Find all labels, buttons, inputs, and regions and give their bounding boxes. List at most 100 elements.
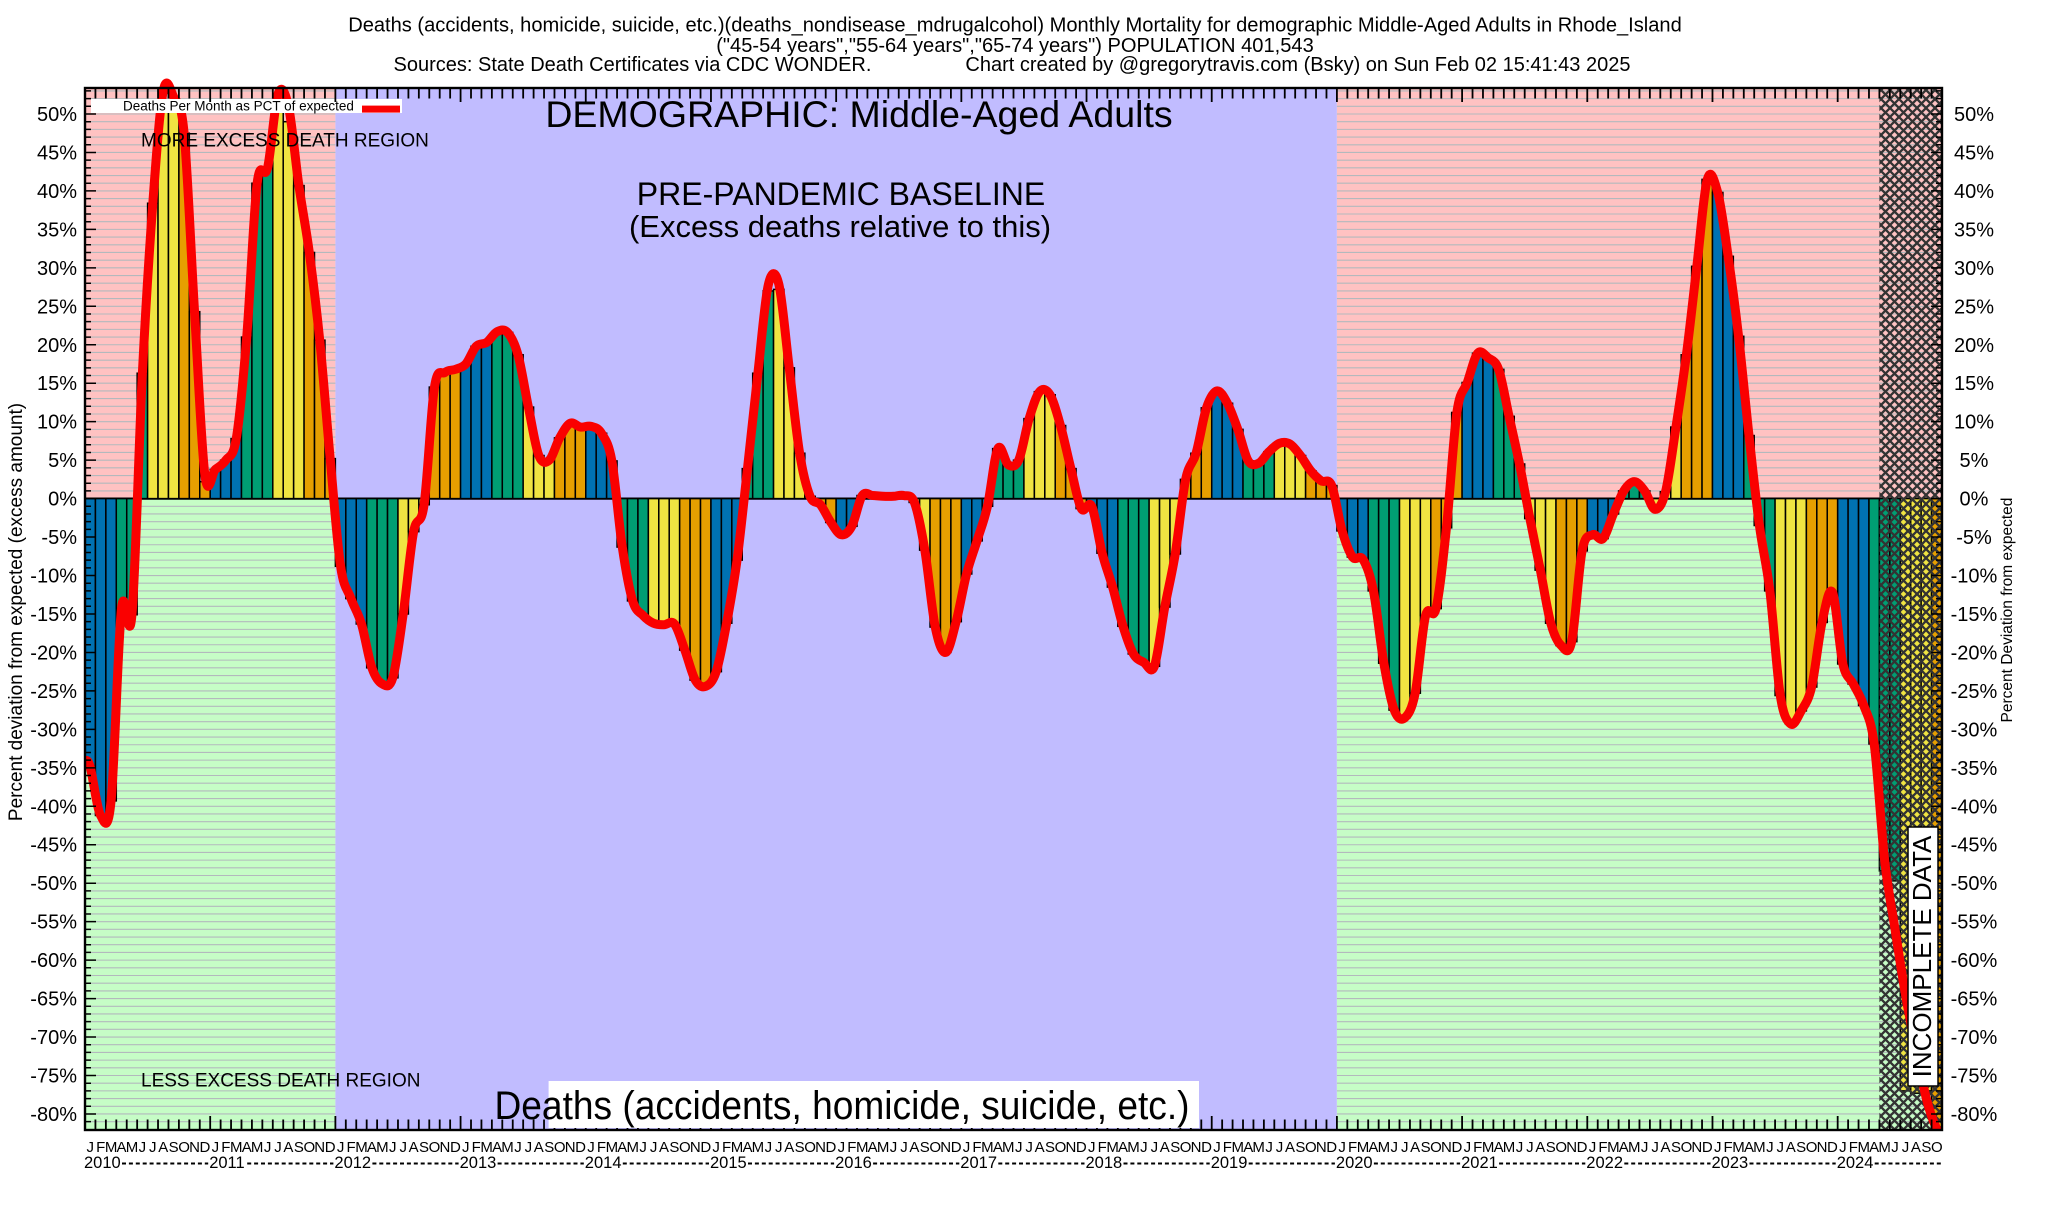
svg-text:-15%: -15%	[1951, 604, 1998, 626]
svg-text:S: S	[669, 1139, 679, 1156]
svg-text:M: M	[1002, 1139, 1015, 1156]
svg-text:J: J	[900, 1139, 908, 1156]
svg-text:J: J	[1777, 1139, 1785, 1156]
svg-text:M: M	[1753, 1139, 1766, 1156]
svg-text:50%: 50%	[37, 104, 77, 126]
svg-text:J: J	[838, 1139, 846, 1156]
svg-text:J: J	[1265, 1139, 1273, 1156]
svg-text:N: N	[815, 1139, 826, 1156]
svg-text:A: A	[617, 1139, 627, 1156]
svg-text:F: F	[1473, 1139, 1482, 1156]
svg-text:D: D	[826, 1139, 837, 1156]
svg-text:N: N	[1691, 1139, 1702, 1156]
svg-text:J: J	[1151, 1139, 1159, 1156]
svg-text:2017: 2017	[960, 1154, 997, 1172]
svg-text:J: J	[963, 1139, 971, 1156]
svg-text:A: A	[367, 1139, 377, 1156]
svg-text:N: N	[189, 1139, 200, 1156]
svg-text:A: A	[1494, 1139, 1504, 1156]
svg-text:40%: 40%	[1954, 181, 1994, 203]
svg-text:2013: 2013	[460, 1154, 497, 1172]
svg-text:S: S	[1170, 1139, 1180, 1156]
svg-text:S: S	[1921, 1139, 1931, 1156]
svg-text:MORE EXCESS DEATH REGION: MORE EXCESS DEATH REGION	[141, 131, 429, 152]
svg-text:D: D	[1076, 1139, 1087, 1156]
svg-text:A: A	[1160, 1139, 1170, 1156]
svg-text:O: O	[1806, 1139, 1818, 1156]
svg-text:M: M	[376, 1139, 389, 1156]
svg-text:S: S	[795, 1139, 805, 1156]
svg-text:40%: 40%	[37, 181, 77, 203]
svg-text:-75%: -75%	[30, 1066, 77, 1088]
svg-text:-30%: -30%	[30, 719, 77, 741]
svg-text:-25%: -25%	[30, 681, 77, 703]
svg-text:M: M	[981, 1139, 994, 1156]
svg-text:0%: 0%	[48, 489, 77, 511]
svg-text:2018: 2018	[1086, 1154, 1123, 1172]
svg-text:M: M	[1503, 1139, 1516, 1156]
svg-text:2023: 2023	[1712, 1154, 1749, 1172]
svg-text:J: J	[1140, 1139, 1148, 1156]
svg-text:-15%: -15%	[30, 604, 77, 626]
svg-text:2011: 2011	[209, 1154, 244, 1172]
svg-text:J: J	[1651, 1139, 1659, 1156]
svg-text:O: O	[178, 1139, 190, 1156]
svg-text:J: J	[1902, 1139, 1910, 1156]
svg-text:A: A	[868, 1139, 878, 1156]
svg-text:A: A	[1911, 1139, 1921, 1156]
svg-text:2022: 2022	[1586, 1154, 1623, 1172]
svg-text:J: J	[1589, 1139, 1597, 1156]
svg-text:S: S	[920, 1139, 930, 1156]
svg-text:A: A	[993, 1139, 1003, 1156]
svg-text:D: D	[200, 1139, 211, 1156]
svg-text:S: S	[1421, 1139, 1431, 1156]
svg-text:Percent deviation from expecte: Percent deviation from expected (excess …	[6, 403, 27, 821]
svg-text:A: A	[1744, 1139, 1754, 1156]
svg-text:J: J	[712, 1139, 720, 1156]
svg-text:F: F	[972, 1139, 981, 1156]
svg-text:F: F	[1348, 1139, 1357, 1156]
svg-text:Sources: State Death Certifica: Sources: State Death Certificates via CD…	[394, 54, 872, 76]
svg-text:A: A	[242, 1139, 252, 1156]
svg-text:S: S	[419, 1139, 429, 1156]
svg-text:J: J	[525, 1139, 533, 1156]
svg-text:J: J	[890, 1139, 898, 1156]
svg-text:O: O	[1681, 1139, 1693, 1156]
svg-text:-35%: -35%	[30, 758, 77, 780]
svg-text:A: A	[742, 1139, 752, 1156]
svg-text:M: M	[501, 1139, 514, 1156]
svg-text:-65%: -65%	[30, 989, 77, 1011]
svg-text:J: J	[639, 1139, 647, 1156]
svg-text:J: J	[1526, 1139, 1534, 1156]
svg-text:2014: 2014	[585, 1154, 622, 1172]
svg-text:-30%: -30%	[1951, 719, 1998, 741]
svg-text:O: O	[554, 1139, 566, 1156]
svg-text:-60%: -60%	[1951, 950, 1998, 972]
svg-text:D: D	[700, 1139, 711, 1156]
svg-text:-25%: -25%	[1951, 681, 1998, 703]
svg-text:-60%: -60%	[30, 950, 77, 972]
svg-text:J: J	[462, 1139, 470, 1156]
svg-text:J: J	[139, 1139, 147, 1156]
svg-text:O: O	[679, 1139, 691, 1156]
svg-text:LESS EXCESS DEATH REGION: LESS EXCESS DEATH REGION	[141, 1071, 420, 1092]
svg-text:-50%: -50%	[30, 873, 77, 895]
svg-text:J: J	[149, 1139, 157, 1156]
svg-text:M: M	[606, 1139, 619, 1156]
svg-text:DEMOGRAPHIC: Middle-Aged Adult: DEMOGRAPHIC: Middle-Aged Adults	[545, 93, 1172, 135]
svg-text:5%: 5%	[48, 450, 77, 472]
svg-text:N: N	[1441, 1139, 1452, 1156]
svg-text:25%: 25%	[37, 296, 77, 318]
svg-text:F: F	[1598, 1139, 1607, 1156]
svg-text:D: D	[1702, 1139, 1713, 1156]
svg-text:M: M	[1252, 1139, 1265, 1156]
svg-text:J: J	[765, 1139, 773, 1156]
svg-text:J: J	[264, 1139, 272, 1156]
svg-text:M: M	[126, 1139, 139, 1156]
svg-text:J: J	[1641, 1139, 1649, 1156]
svg-text:M: M	[1482, 1139, 1495, 1156]
svg-text:M: M	[1127, 1139, 1140, 1156]
svg-text:M: M	[752, 1139, 765, 1156]
svg-text:-50%: -50%	[1951, 873, 1998, 895]
svg-text:N: N	[690, 1139, 701, 1156]
